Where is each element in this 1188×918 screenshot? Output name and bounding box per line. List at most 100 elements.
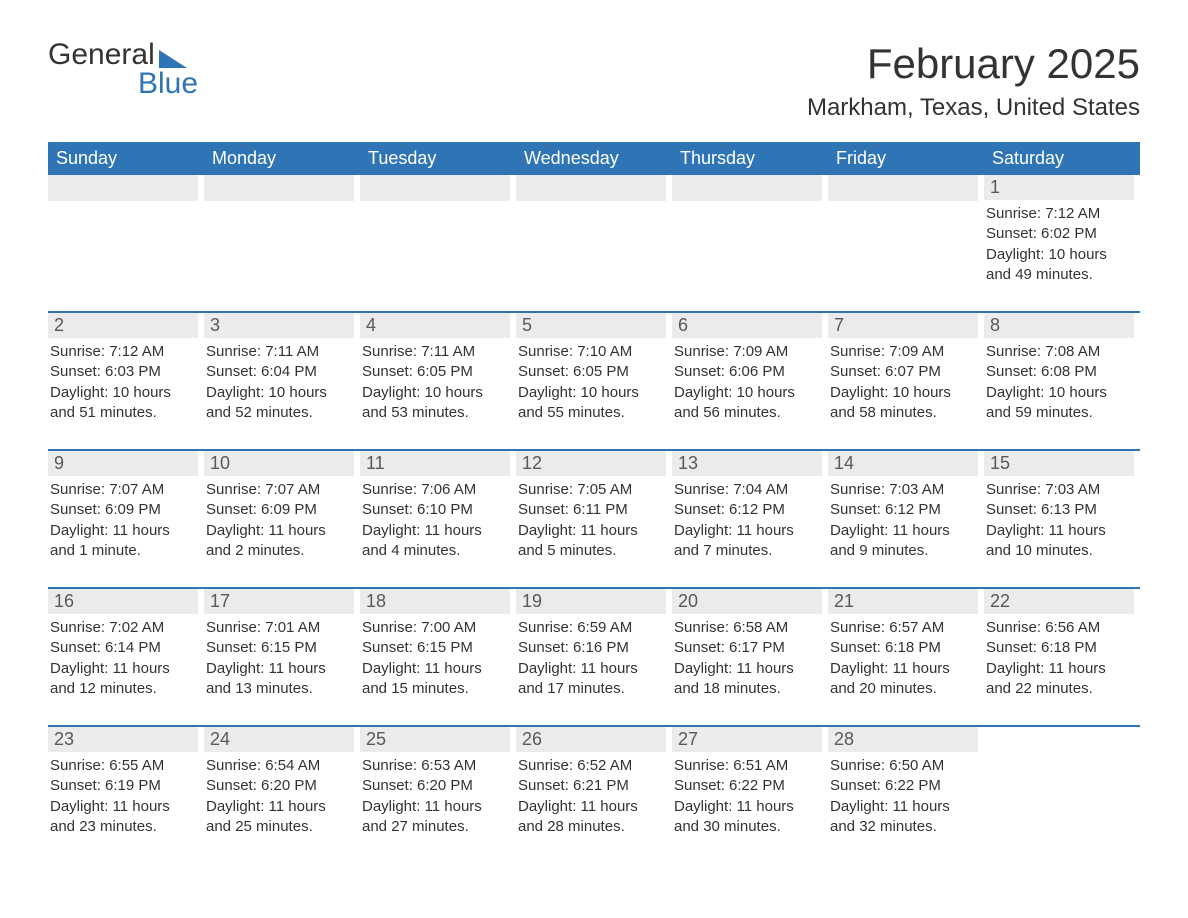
daylight-line2: and 23 minutes. xyxy=(50,817,198,837)
daylight-line2: and 15 minutes. xyxy=(362,679,510,699)
daylight-line2: and 27 minutes. xyxy=(362,817,510,837)
sunset-text: Sunset: 6:14 PM xyxy=(50,638,198,658)
day-details: Sunrise: 6:57 AMSunset: 6:18 PMDaylight:… xyxy=(828,618,978,699)
daylight-line1: Daylight: 11 hours xyxy=(206,521,354,541)
day-details: Sunrise: 7:11 AMSunset: 6:04 PMDaylight:… xyxy=(204,342,354,423)
sunset-text: Sunset: 6:18 PM xyxy=(830,638,978,658)
daylight-line2: and 12 minutes. xyxy=(50,679,198,699)
day-cell: 24Sunrise: 6:54 AMSunset: 6:20 PMDayligh… xyxy=(204,727,360,847)
daylight-line2: and 22 minutes. xyxy=(986,679,1134,699)
week-row: 2Sunrise: 7:12 AMSunset: 6:03 PMDaylight… xyxy=(48,311,1140,433)
sunset-text: Sunset: 6:11 PM xyxy=(518,500,666,520)
day-details: Sunrise: 7:06 AMSunset: 6:10 PMDaylight:… xyxy=(360,480,510,561)
daylight-line1: Daylight: 10 hours xyxy=(206,383,354,403)
day-details: Sunrise: 7:03 AMSunset: 6:13 PMDaylight:… xyxy=(984,480,1134,561)
day-cell xyxy=(204,175,360,295)
sunrise-text: Sunrise: 7:00 AM xyxy=(362,618,510,638)
day-cell: 16Sunrise: 7:02 AMSunset: 6:14 PMDayligh… xyxy=(48,589,204,709)
day-cell: 5Sunrise: 7:10 AMSunset: 6:05 PMDaylight… xyxy=(516,313,672,433)
sunset-text: Sunset: 6:15 PM xyxy=(206,638,354,658)
day-cell: 28Sunrise: 6:50 AMSunset: 6:22 PMDayligh… xyxy=(828,727,984,847)
day-number: 24 xyxy=(204,727,354,752)
sunrise-text: Sunrise: 7:07 AM xyxy=(206,480,354,500)
sunset-text: Sunset: 6:15 PM xyxy=(362,638,510,658)
day-cell: 23Sunrise: 6:55 AMSunset: 6:19 PMDayligh… xyxy=(48,727,204,847)
sunrise-text: Sunrise: 6:57 AM xyxy=(830,618,978,638)
day-cell: 7Sunrise: 7:09 AMSunset: 6:07 PMDaylight… xyxy=(828,313,984,433)
day-cell: 1Sunrise: 7:12 AMSunset: 6:02 PMDaylight… xyxy=(984,175,1140,295)
daylight-line2: and 56 minutes. xyxy=(674,403,822,423)
day-cell: 27Sunrise: 6:51 AMSunset: 6:22 PMDayligh… xyxy=(672,727,828,847)
day-number: 15 xyxy=(984,451,1134,476)
day-cell: 13Sunrise: 7:04 AMSunset: 6:12 PMDayligh… xyxy=(672,451,828,571)
sunrise-text: Sunrise: 7:09 AM xyxy=(830,342,978,362)
day-details: Sunrise: 7:09 AMSunset: 6:06 PMDaylight:… xyxy=(672,342,822,423)
day-of-week-header: SundayMondayTuesdayWednesdayThursdayFrid… xyxy=(48,142,1140,175)
daylight-line2: and 32 minutes. xyxy=(830,817,978,837)
sunset-text: Sunset: 6:04 PM xyxy=(206,362,354,382)
week-row: 1Sunrise: 7:12 AMSunset: 6:02 PMDaylight… xyxy=(48,175,1140,295)
daylight-line1: Daylight: 10 hours xyxy=(830,383,978,403)
calendar: SundayMondayTuesdayWednesdayThursdayFrid… xyxy=(48,142,1140,847)
day-details: Sunrise: 6:51 AMSunset: 6:22 PMDaylight:… xyxy=(672,756,822,837)
sunrise-text: Sunrise: 7:08 AM xyxy=(986,342,1134,362)
daylight-line1: Daylight: 11 hours xyxy=(674,521,822,541)
day-details: Sunrise: 6:55 AMSunset: 6:19 PMDaylight:… xyxy=(48,756,198,837)
day-cell: 6Sunrise: 7:09 AMSunset: 6:06 PMDaylight… xyxy=(672,313,828,433)
sunset-text: Sunset: 6:08 PM xyxy=(986,362,1134,382)
day-cell: 11 Sunrise: 7:06 AMSunset: 6:10 PMDayligh… xyxy=(360,451,516,571)
day-details: Sunrise: 7:11 AMSunset: 6:05 PMDaylight:… xyxy=(360,342,510,423)
sunrise-text: Sunrise: 6:58 AM xyxy=(674,618,822,638)
day-cell: 21Sunrise: 6:57 AMSunset: 6:18 PMDayligh… xyxy=(828,589,984,709)
day-number: 11 xyxy=(360,451,510,476)
sunset-text: Sunset: 6:18 PM xyxy=(986,638,1134,658)
daylight-line2: and 58 minutes. xyxy=(830,403,978,423)
day-number: 8 xyxy=(984,313,1134,338)
sunrise-text: Sunrise: 7:11 AM xyxy=(362,342,510,362)
day-details: Sunrise: 7:09 AMSunset: 6:07 PMDaylight:… xyxy=(828,342,978,423)
day-details: Sunrise: 7:08 AMSunset: 6:08 PMDaylight:… xyxy=(984,342,1134,423)
day-number xyxy=(828,175,978,201)
sunrise-text: Sunrise: 7:03 AM xyxy=(986,480,1134,500)
sunset-text: Sunset: 6:22 PM xyxy=(830,776,978,796)
logo-line1: General xyxy=(48,40,187,70)
day-number: 1 xyxy=(984,175,1134,200)
sunset-text: Sunset: 6:12 PM xyxy=(674,500,822,520)
daylight-line1: Daylight: 11 hours xyxy=(986,521,1134,541)
daylight-line1: Daylight: 11 hours xyxy=(50,521,198,541)
daylight-line2: and 2 minutes. xyxy=(206,541,354,561)
day-cell: 15 Sunrise: 7:03 AMSunset: 6:13 PMDayligh… xyxy=(984,451,1140,571)
day-number: 9 xyxy=(48,451,198,476)
daylight-line1: Daylight: 11 hours xyxy=(986,659,1134,679)
daylight-line1: Daylight: 10 hours xyxy=(986,383,1134,403)
day-details: Sunrise: 6:52 AMSunset: 6:21 PMDaylight:… xyxy=(516,756,666,837)
day-cell xyxy=(48,175,204,295)
daylight-line2: and 59 minutes. xyxy=(986,403,1134,423)
daylight-line2: and 9 minutes. xyxy=(830,541,978,561)
daylight-line1: Daylight: 11 hours xyxy=(674,797,822,817)
sunset-text: Sunset: 6:05 PM xyxy=(518,362,666,382)
day-number: 18 xyxy=(360,589,510,614)
day-number: 3 xyxy=(204,313,354,338)
day-details: Sunrise: 7:12 AMSunset: 6:03 PMDaylight:… xyxy=(48,342,198,423)
day-of-week-label: Sunday xyxy=(48,142,204,175)
sunset-text: Sunset: 6:10 PM xyxy=(362,500,510,520)
daylight-line1: Daylight: 11 hours xyxy=(50,797,198,817)
day-of-week-label: Wednesday xyxy=(516,142,672,175)
day-details: Sunrise: 7:05 AMSunset: 6:11 PMDaylight:… xyxy=(516,480,666,561)
sunrise-text: Sunrise: 6:56 AM xyxy=(986,618,1134,638)
daylight-line2: and 49 minutes. xyxy=(986,265,1134,285)
day-cell: 12Sunrise: 7:05 AMSunset: 6:11 PMDayligh… xyxy=(516,451,672,571)
day-number xyxy=(48,175,198,201)
day-details: Sunrise: 7:03 AMSunset: 6:12 PMDaylight:… xyxy=(828,480,978,561)
day-cell xyxy=(828,175,984,295)
daylight-line2: and 28 minutes. xyxy=(518,817,666,837)
day-details: Sunrise: 6:59 AMSunset: 6:16 PMDaylight:… xyxy=(516,618,666,699)
daylight-line1: Daylight: 11 hours xyxy=(518,659,666,679)
sunset-text: Sunset: 6:20 PM xyxy=(362,776,510,796)
day-of-week-label: Thursday xyxy=(672,142,828,175)
logo-word1: General xyxy=(48,40,155,70)
day-cell: 3 Sunrise: 7:11 AMSunset: 6:04 PMDaylight… xyxy=(204,313,360,433)
logo-word2: Blue xyxy=(138,70,198,97)
sunrise-text: Sunrise: 7:03 AM xyxy=(830,480,978,500)
